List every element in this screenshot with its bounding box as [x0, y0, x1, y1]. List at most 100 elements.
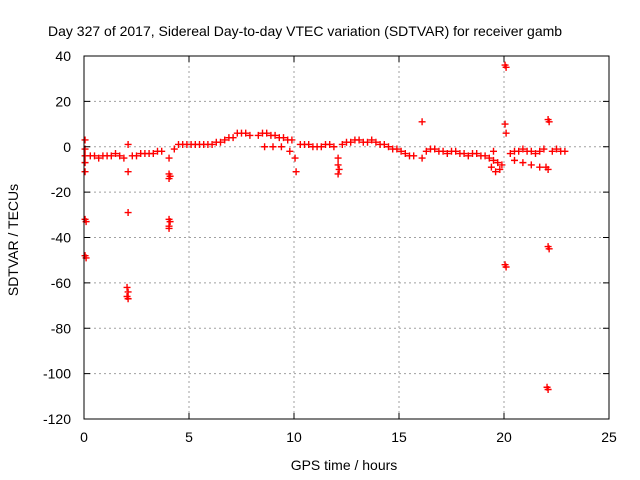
data-point [393, 145, 401, 153]
data-point [288, 136, 296, 144]
data-point [81, 168, 89, 176]
y-tick-label: 0 [63, 139, 71, 155]
data-point [410, 152, 418, 160]
data-point [221, 136, 229, 144]
data-point [452, 147, 460, 155]
data-point [506, 150, 514, 158]
data-point [502, 129, 510, 137]
data-point [364, 138, 371, 146]
data-point [485, 154, 493, 162]
y-tick-label: -100 [43, 366, 71, 382]
grid-lines [84, 56, 609, 419]
x-tick-label: 10 [286, 429, 302, 445]
axis-ticks: 0 5 10 15 20 25 -120 -100 -80 -60 -40 -20 0 20 40 [43, 48, 617, 445]
y-tick-label: -60 [51, 275, 71, 291]
data-point [317, 143, 325, 151]
data-point [165, 154, 173, 162]
x-tick-label: 5 [185, 429, 193, 445]
data-point [124, 209, 132, 217]
data-point [170, 145, 178, 153]
data-point [81, 136, 89, 144]
y-tick-label: -20 [51, 184, 71, 200]
y-tick-label: 40 [55, 48, 71, 64]
data-point [492, 168, 500, 176]
data-point [95, 154, 103, 162]
data-point [527, 161, 535, 169]
data-point [347, 138, 355, 146]
x-axis-label: GPS time / hours [291, 457, 398, 473]
data-point [372, 138, 380, 146]
data-point [291, 154, 299, 162]
data-point [124, 288, 132, 296]
data-point [511, 156, 518, 164]
data-point [305, 140, 313, 148]
data-point [536, 147, 544, 155]
data-point [286, 147, 294, 155]
data-point [269, 143, 277, 151]
data-point [368, 136, 376, 144]
data-point [544, 386, 552, 394]
data-point [166, 218, 174, 226]
data-point [335, 165, 343, 173]
data-point [271, 131, 279, 139]
data-point [431, 145, 439, 153]
data-point [334, 161, 342, 169]
data-point [439, 147, 447, 155]
data-point [502, 263, 510, 271]
data-point [545, 118, 553, 126]
data-point [326, 140, 334, 148]
data-point [158, 147, 166, 155]
data-point [544, 165, 552, 173]
data-point [217, 138, 224, 146]
data-point [330, 143, 338, 151]
data-point [124, 295, 132, 303]
data-point [481, 152, 489, 160]
data-point [380, 140, 388, 148]
data-point [473, 150, 481, 158]
data-point [498, 161, 506, 169]
data-point [553, 145, 560, 153]
x-tick-label: 20 [496, 429, 512, 445]
data-point [263, 129, 271, 137]
data-point [334, 170, 342, 178]
y-tick-label: -40 [51, 230, 71, 246]
y-axis-label: SDTVAR / TECUs [5, 184, 21, 296]
data-point [254, 131, 262, 139]
data-point [334, 154, 342, 162]
data-point [385, 143, 392, 151]
data-point [418, 118, 426, 126]
data-point [532, 150, 539, 158]
data-point [81, 159, 89, 167]
data-point [460, 150, 468, 158]
x-tick-label: 25 [601, 429, 617, 445]
data-point [519, 145, 527, 153]
data-point [280, 134, 287, 142]
data-point [277, 143, 285, 151]
data-point [133, 152, 140, 160]
data-point [165, 175, 173, 183]
data-point [292, 168, 300, 176]
y-tick-label: -80 [51, 320, 71, 336]
data-point [464, 152, 472, 160]
data-point [496, 165, 504, 173]
data-point [422, 147, 430, 155]
data-point [91, 152, 98, 160]
x-tick-label: 0 [80, 429, 88, 445]
data-point [443, 150, 451, 158]
x-tick-label: 15 [391, 429, 407, 445]
data-point [401, 150, 409, 158]
data-point [261, 143, 269, 151]
data-point [494, 159, 502, 167]
data-point [107, 152, 115, 160]
data-point [418, 154, 426, 162]
data-point [397, 147, 405, 155]
data-point [540, 145, 548, 153]
data-point [527, 147, 535, 155]
data-point [116, 152, 124, 160]
data-point [149, 150, 157, 158]
data-point [124, 168, 132, 176]
data-point [561, 147, 569, 155]
data-point [112, 150, 119, 158]
data-point [545, 245, 553, 253]
y-tick-label: -120 [43, 411, 71, 427]
